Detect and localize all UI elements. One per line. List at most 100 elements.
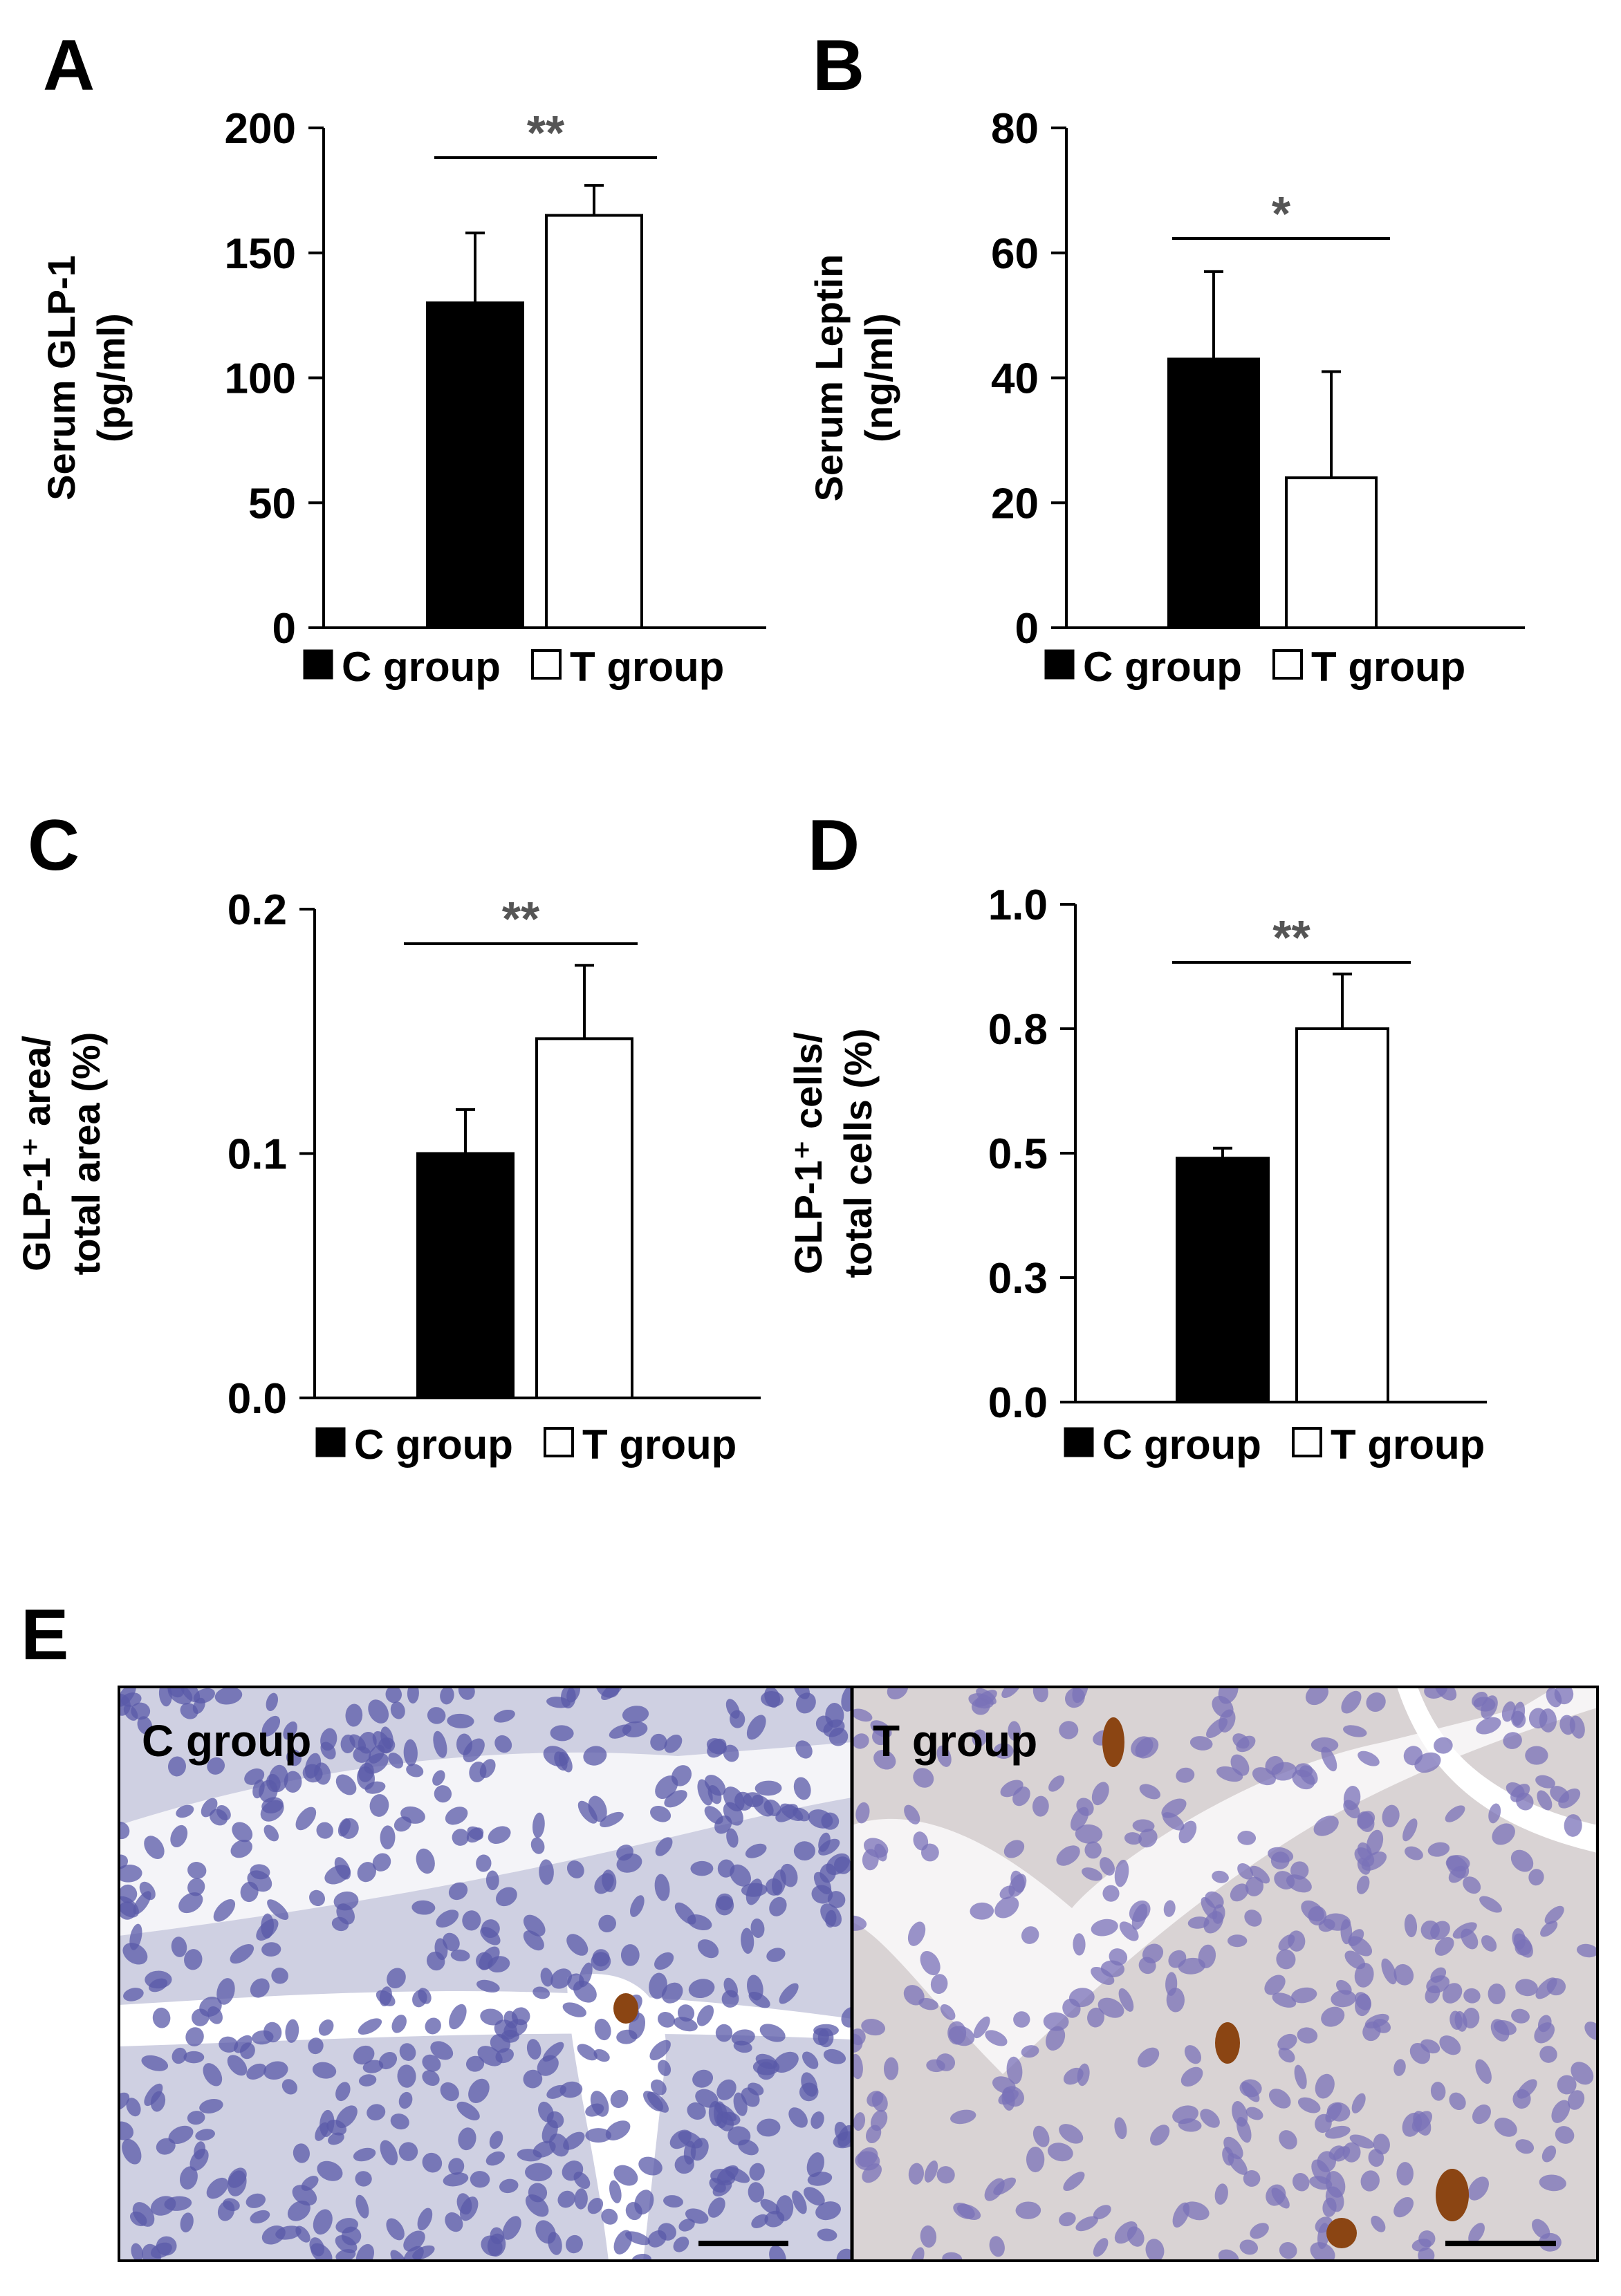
nucleus: [862, 1849, 879, 1871]
nucleus: [387, 1968, 406, 1989]
nucleus: [1528, 1869, 1544, 1886]
nucleus: [887, 1687, 909, 1700]
nucleus: [950, 2109, 976, 2125]
nucleus: [1305, 1687, 1328, 1706]
nucleus: [1479, 1896, 1502, 1913]
nucleus: [459, 2196, 479, 2221]
nucleus: [1481, 1935, 1497, 1952]
nucleus: [1393, 2059, 1406, 2076]
nucleus: [1331, 1990, 1356, 2008]
nucleus: [465, 2055, 485, 2072]
nucleus: [476, 1854, 492, 1872]
nucleus: [397, 2064, 416, 2088]
nucleus: [540, 1968, 553, 1987]
nucleus: [1402, 2112, 1423, 2137]
chart-panel-c: C 0.0 0.1 0.2 GLP-1⁺ area/total area (%) ** C …: [15, 805, 761, 1468]
nucleus: [480, 2008, 503, 2026]
nucleus: [450, 1949, 470, 1961]
nucleus: [434, 1785, 452, 1803]
nucleus: [1075, 2216, 1098, 2232]
nucleus: [201, 1798, 218, 1818]
nucleus: [1082, 1867, 1103, 1881]
nucleus: [1427, 1842, 1450, 1857]
nucleus: [769, 1896, 787, 1916]
nucleus: [1510, 1784, 1530, 1802]
nucleus: [1012, 1786, 1030, 1807]
nucleus: [714, 1815, 732, 1834]
nucleus: [857, 2147, 878, 2167]
nucleus: [942, 2252, 963, 2261]
nucleus: [456, 2101, 480, 2120]
nucleus: [1492, 1823, 1515, 1845]
nucleus: [341, 2226, 362, 2246]
nucleus: [1241, 2082, 1260, 2102]
nucleus: [427, 1707, 446, 1724]
nucleus: [1059, 2124, 1084, 2144]
y-tick-label: 0.2: [228, 886, 287, 934]
nucleus: [1381, 1958, 1397, 1985]
nucleus: [1114, 1859, 1129, 1887]
nucleus: [723, 1786, 745, 1812]
nucleus: [745, 1843, 767, 1858]
nucleus: [1382, 1804, 1400, 1828]
nucleus: [1010, 1870, 1025, 1893]
nucleus: [738, 2139, 759, 2156]
nucleus: [594, 2018, 611, 2041]
nucleus: [227, 2055, 248, 2076]
nucleus: [1341, 1690, 1362, 1714]
nucleus: [746, 1715, 766, 1740]
chart-panel-d: D 0.0 0.3 0.5 0.8 1.0 GLP-1⁺ cells/total cells…: [786, 805, 1487, 1468]
nucleus: [748, 2082, 764, 2096]
nucleus: [1315, 2073, 1335, 2099]
nucleus: [462, 1910, 481, 1931]
y-axis-label: total area (%): [64, 1032, 108, 1276]
nucleus: [802, 2051, 819, 2069]
nucleus: [573, 1980, 597, 2003]
nucleus: [1072, 1687, 1089, 1704]
nucleus: [119, 1865, 142, 1883]
nucleus: [1187, 1916, 1210, 1929]
nucleus: [388, 1753, 404, 1768]
nucleus: [263, 1824, 279, 1842]
nucleus: [476, 1952, 493, 1970]
nucleus: [144, 1836, 165, 1860]
nucleus: [1434, 1936, 1454, 1956]
nucleus: [417, 2208, 433, 2231]
nucleus: [826, 1853, 850, 1876]
nucleus: [1503, 1732, 1522, 1749]
nucleus: [275, 2225, 302, 2240]
nucleus: [495, 2048, 514, 2064]
nucleus: [873, 1750, 896, 1770]
nucleus: [827, 1891, 846, 1908]
nucleus: [649, 2040, 671, 2061]
nucleus: [369, 1794, 389, 1817]
nucleus: [1361, 1851, 1387, 1871]
nucleus: [707, 2197, 725, 2218]
nucleus: [690, 1860, 714, 1876]
nucleus: [119, 1687, 136, 1707]
nucleus: [1328, 2145, 1345, 2160]
nucleus: [1393, 1963, 1414, 1986]
nucleus: [490, 2034, 511, 2053]
nucleus: [436, 1910, 459, 1928]
nucleus: [214, 1687, 243, 1705]
nucleus: [1488, 1803, 1501, 1824]
nucleus: [503, 2010, 519, 2028]
nucleus: [403, 1739, 418, 1766]
nucleus: [994, 1896, 1019, 1919]
nucleus: [172, 2047, 187, 2064]
nucleus: [1571, 2062, 1594, 2085]
nucleus: [468, 2078, 490, 2104]
nucleus: [658, 2060, 671, 2076]
nucleus: [178, 1892, 203, 1914]
nucleus: [808, 1809, 833, 1829]
y-tick-label: 0.3: [988, 1255, 1048, 1303]
nucleus: [311, 2243, 333, 2261]
nucleus: [126, 2098, 141, 2117]
nucleus: [1268, 1847, 1294, 1863]
nucleus: [1490, 2019, 1510, 2042]
nucleus: [532, 1812, 545, 1838]
nucleus: [1463, 1988, 1481, 2004]
nucleus: [780, 1803, 804, 1822]
y-tick-label: 1.0: [988, 881, 1048, 929]
